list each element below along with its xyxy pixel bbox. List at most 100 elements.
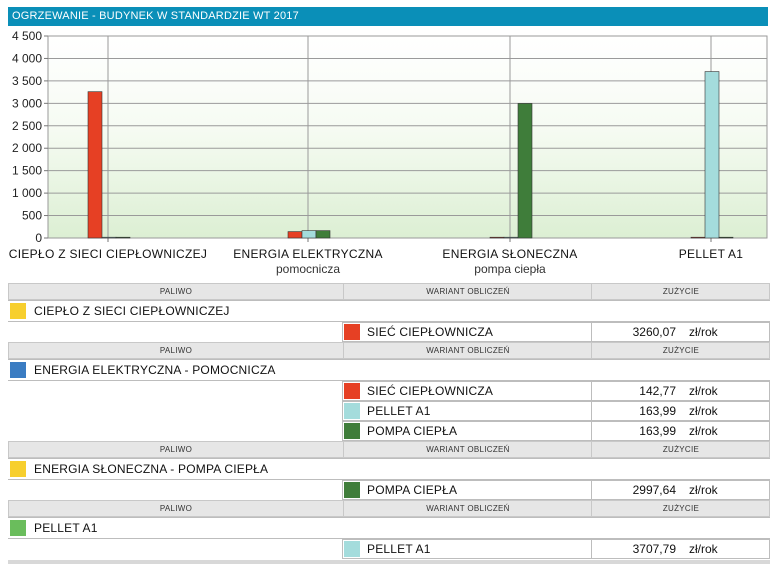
bar-pellet-2 [503, 236, 519, 239]
consumption-value: 163,99 [639, 424, 676, 438]
variant-box: SIEĆ CIEPŁOWNICZA 3260,07 zł/rok [342, 322, 770, 342]
consumption-value: 142,77 [639, 384, 676, 398]
header-wariant: WARIANT OBLICZEŃ [343, 442, 592, 457]
bar-chart: 0 500 1 000 1 500 2 000 2 500 3 000 3 500 4 000 4… [9, 29, 768, 276]
consumption-unit: zł/rok [689, 542, 718, 556]
header-zuzycie: ZUŻYCIE [591, 501, 770, 516]
variant-name: PELLET A1 [367, 404, 431, 418]
bar-siec-3 [690, 236, 706, 239]
consumption-value: 3260,07 [632, 325, 676, 339]
variant-color-swatch [344, 403, 360, 419]
variant-name: SIEĆ CIEPŁOWNICZA [367, 325, 494, 339]
y-tick-label: 3 500 [12, 74, 42, 88]
consumption-value: 3707,79 [632, 542, 676, 556]
y-tick-label: 4 500 [12, 29, 42, 43]
y-tick-label: 1 500 [12, 164, 42, 178]
x-category-sublabel: pomocnicza [276, 262, 340, 276]
fuel-color-swatch [10, 362, 26, 378]
fuel-name: ENERGIA SŁONECZNA - POMPA CIEPŁA [34, 462, 269, 476]
bar-siec-2 [489, 236, 505, 239]
header-zuzycie: ZUŻYCIE [591, 442, 770, 457]
bar-pompa-0 [115, 236, 131, 239]
variant-color-swatch [344, 324, 360, 340]
variant-row: SIEĆ CIEPŁOWNICZA 3260,07 zł/rok [8, 322, 770, 342]
fuel-row: CIEPŁO Z SIECI CIEPŁOWNICZEJ [8, 300, 770, 322]
variant-separator [591, 323, 592, 341]
variant-row: PELLET A1 3707,79 zł/rok [8, 539, 770, 559]
variant-color-swatch [344, 482, 360, 498]
fuel-name: CIEPŁO Z SIECI CIEPŁOWNICZEJ [34, 304, 230, 318]
y-axis-ticks: 0 500 1 000 1 500 2 000 2 500 3 000 3 500 4 000 4… [12, 29, 712, 245]
variant-name: POMPA CIEPŁA [367, 483, 458, 497]
fuel-color-swatch [10, 520, 26, 536]
header-wariant: WARIANT OBLICZEŃ [343, 343, 592, 358]
fuel-row-frame [8, 458, 770, 480]
variant-box: POMPA CIEPŁA 2997,64 zł/rok [342, 480, 770, 500]
fuel-name: PELLET A1 [34, 521, 98, 535]
bar-series [87, 71, 734, 239]
grid-lines [48, 36, 767, 238]
y-tick-label: 3 000 [12, 96, 42, 110]
x-category-label: PELLET A1 [679, 247, 744, 261]
bar-pellet-3 [704, 71, 720, 239]
variant-name: POMPA CIEPŁA [367, 424, 458, 438]
fuel-color-swatch [10, 303, 26, 319]
table-header-row: PALIWO WARIANT OBLICZEŃ ZUŻYCIE [8, 342, 770, 359]
variant-row: PELLET A1 163,99 zł/rok [8, 401, 770, 421]
x-category-label: ENERGIA ELEKTRYCZNA [233, 247, 383, 261]
header-wariant: WARIANT OBLICZEŃ [343, 501, 592, 516]
y-tick-label: 1 000 [12, 186, 42, 200]
variant-name: SIEĆ CIEPŁOWNICZA [367, 384, 494, 398]
fuel-color-swatch [10, 461, 26, 477]
consumption-unit: zł/rok [689, 483, 718, 497]
variant-box: POMPA CIEPŁA 163,99 zł/rok [342, 421, 770, 441]
consumption-unit: zł/rok [689, 384, 718, 398]
variant-color-swatch [344, 541, 360, 557]
fuel-row: ENERGIA ELEKTRYCZNA - POMOCNICZA [8, 359, 770, 381]
table-header-row: PALIWO WARIANT OBLICZEŃ ZUŻYCIE [8, 500, 770, 517]
x-category-label: ENERGIA SŁONECZNA [442, 247, 577, 261]
variant-separator [591, 481, 592, 499]
bar-pompa-2 [517, 103, 533, 239]
bar-pellet-1 [301, 230, 317, 239]
bar-pompa-1 [315, 230, 331, 239]
variant-color-swatch [344, 423, 360, 439]
bar-siec-1 [287, 231, 303, 239]
fuel-row-frame [8, 517, 770, 539]
variant-separator [591, 402, 592, 420]
consumption-unit: zł/rok [689, 424, 718, 438]
x-axis-labels: CIEPŁO Z SIECI CIEPŁOWNICZEJ ENERGIA ELEK… [9, 247, 744, 276]
header-zuzycie: ZUŻYCIE [591, 284, 770, 299]
bar-siec-0 [87, 91, 103, 239]
variant-box: PELLET A1 163,99 zł/rok [342, 401, 770, 421]
variant-separator [591, 382, 592, 400]
fuel-row: ENERGIA SŁONECZNA - POMPA CIEPŁA [8, 458, 770, 480]
y-tick-label: 2 500 [12, 119, 42, 133]
header-paliwo: PALIWO [159, 445, 193, 454]
header-wariant: WARIANT OBLICZEŃ [343, 284, 592, 299]
x-category-sublabel: pompa ciepła [474, 262, 546, 276]
variant-separator [591, 422, 592, 440]
fuel-row: PELLET A1 [8, 517, 770, 539]
header-paliwo: PALIWO [159, 346, 193, 355]
plot-area [47, 35, 768, 239]
variant-row: POMPA CIEPŁA 163,99 zł/rok [8, 421, 770, 441]
y-tick-label: 0 [35, 231, 42, 245]
consumption-value: 2997,64 [632, 483, 676, 497]
y-tick-label: 4 000 [12, 51, 42, 65]
variant-box: SIEĆ CIEPŁOWNICZA 142,77 zł/rok [342, 381, 770, 401]
header-paliwo: PALIWO [159, 504, 193, 513]
header-zuzycie: ZUŻYCIE [591, 343, 770, 358]
y-tick-label: 500 [22, 209, 42, 223]
bar-pellet-0 [101, 236, 117, 239]
fuel-row-frame [8, 359, 770, 381]
fuel-row-frame [8, 300, 770, 322]
bar-pompa-3 [718, 236, 734, 239]
variant-color-swatch [344, 383, 360, 399]
fuel-name: ENERGIA ELEKTRYCZNA - POMOCNICZA [34, 363, 276, 377]
variant-separator [591, 540, 592, 558]
consumption-table: PALIWO WARIANT OBLICZEŃ ZUŻYCIE CIEPŁO Z SI… [8, 283, 770, 559]
consumption-value: 163,99 [639, 404, 676, 418]
table-bottom-border [8, 560, 770, 564]
y-tick-label: 2 000 [12, 141, 42, 155]
